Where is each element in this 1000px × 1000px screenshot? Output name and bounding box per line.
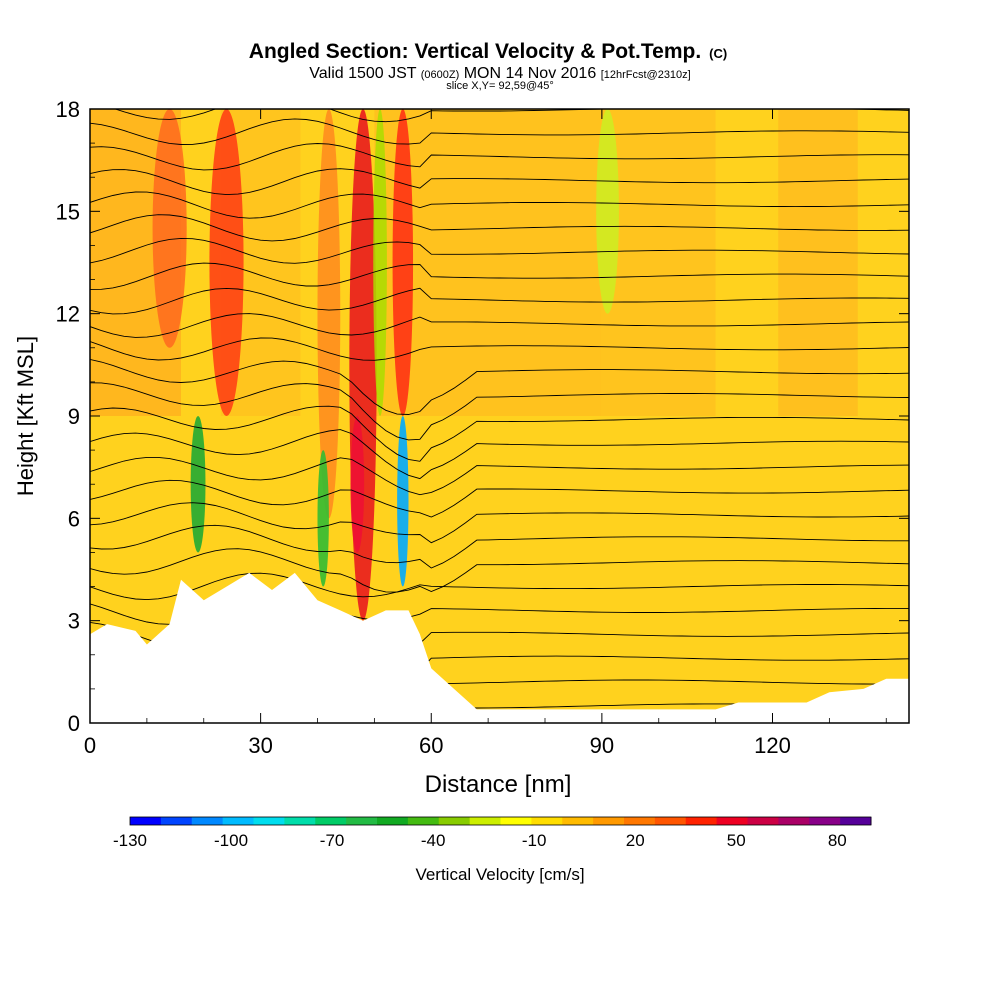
updraft-column [596,109,619,314]
isentrope-line [90,237,909,264]
colorbar-label: Vertical Velocity [cm/s] [415,865,584,884]
colorbar-tick-label: -100 [214,831,248,850]
isentrope-line [90,524,909,569]
isentrope-line [90,456,909,496]
downdraft-column [350,416,365,553]
colorbar-tick-label: 20 [626,831,645,850]
colorbar-swatch [130,817,162,825]
isentrope-line [90,262,909,290]
colorbar-tick-label: -130 [113,831,147,850]
colorbar-swatch [747,817,779,825]
chart-subtitle: Valid 1500 JST (0600Z) MON 14 Nov 2016 [… [309,65,690,82]
x-tick-label: 30 [248,733,272,758]
isentrope-line [90,382,909,441]
chart-title: Angled Section: Vertical Velocity & Pot.… [249,40,727,63]
y-axis-label: Height [Kft MSL] [13,336,38,496]
x-tick-label: 60 [419,733,443,758]
colorbar-swatch [469,817,502,825]
isentrope-line [90,313,909,338]
y-tick-label: 9 [68,404,80,429]
colorbar-swatch [500,817,532,825]
colorbar-swatch [346,817,378,825]
isentrope-line [90,118,909,145]
updraft-column [209,109,244,416]
updraft-column [152,109,187,348]
isentrope-line [90,143,909,171]
downdraft-column [317,450,329,587]
isentrope-line [90,168,909,196]
y-tick-label: 15 [56,199,80,224]
colorbar-tick-label: -40 [421,831,446,850]
slice-label: slice X,Y= 92,59@45° [446,80,554,92]
colorbar-swatch [809,817,841,825]
colorbar-swatch [654,817,687,825]
colorbar-swatch [160,817,193,825]
y-tick-label: 12 [56,302,80,327]
colorbar-swatch [438,817,471,825]
colorbar-tick-label: 50 [727,831,746,850]
x-axis-label: Distance [nm] [425,771,572,798]
downdraft-column [397,416,409,587]
updraft-column [392,109,414,416]
colorbar-swatch [253,817,285,825]
colorbar-swatch [716,817,749,825]
isentrope-line [90,502,909,544]
isentrope-line [90,337,909,361]
isentrope-line [90,191,909,219]
isentropes [90,109,909,717]
y-tick-label: 6 [68,506,80,531]
plot-area [90,109,909,723]
y-tick-label: 0 [68,711,80,736]
isentrope-line [90,358,909,415]
y-tick-label: 3 [68,609,80,634]
field-band [778,109,858,416]
updraft-column [349,109,377,621]
isentrope-line [113,109,909,123]
isentrope-line [90,405,909,462]
axes: 0 30 60 90 120 0 3 6 9 12 15 18 [56,97,909,758]
isentrope-line [90,214,909,242]
isentrope-line [90,287,909,315]
colorbar-swatch [284,817,316,825]
colorbar-swatch [562,817,594,825]
colorbar-tick-label: -70 [320,831,345,850]
terrain-mask [90,572,909,723]
colorbar-swatch [531,817,563,825]
colorbar-tick-label: -10 [522,831,547,850]
isentrope-line [90,548,909,593]
colorbar-swatch [593,817,625,825]
colorbar-frame [129,816,872,826]
updraft-column [373,109,387,416]
x-tick-label: 90 [590,733,614,758]
colorbar-swatch [222,817,255,825]
velocity-field [90,109,858,621]
y-tick-label: 18 [56,97,80,122]
updraft-column [317,109,341,519]
colorbar-swatch [315,817,347,825]
colorbar-tick-label: 80 [828,831,847,850]
isentrope-line [90,572,909,601]
colorbar-swatch [191,817,224,825]
colorbar-swatch [407,817,440,825]
colorbar-swatch [778,817,810,825]
colorbar: -130 -100 -70 -40 -10 20 50 80 [113,816,872,850]
isentrope-line [90,429,909,480]
colorbar-swatch [377,817,409,825]
x-tick-label: 0 [84,733,96,758]
x-tick-label: 120 [754,733,791,758]
field-band [601,109,716,416]
colorbar-swatch [685,817,718,825]
isentrope-line [90,479,909,518]
colorbar-swatch [840,817,872,825]
colorbar-swatch [624,817,656,825]
